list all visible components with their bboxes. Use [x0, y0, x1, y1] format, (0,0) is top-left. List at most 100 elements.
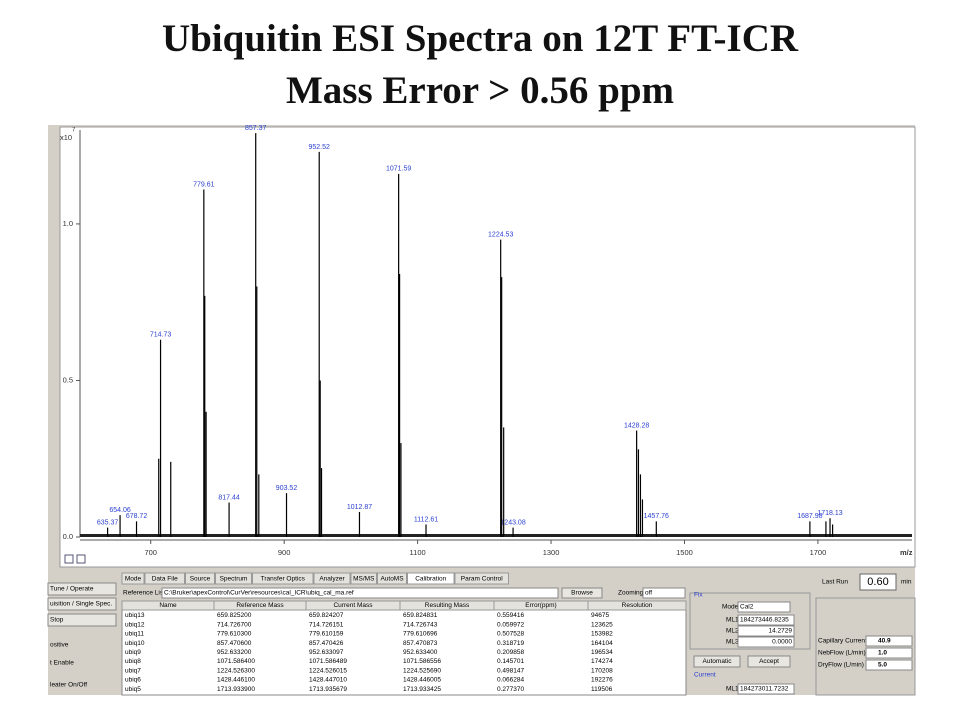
tab[interactable]	[454, 572, 509, 585]
table-cell: 1428.447010	[309, 677, 347, 684]
y-tick-label: 0.5	[63, 375, 73, 384]
peak-label: 857.37	[245, 125, 267, 132]
ml-value: 184273446.8235	[740, 617, 789, 624]
peak-label: 654.06	[109, 507, 131, 514]
x-tick-label: 1700	[810, 548, 827, 557]
table-cell: 119506	[591, 686, 613, 693]
table-body	[121, 609, 687, 696]
table-cell: 164104	[591, 640, 613, 647]
fix-group	[689, 592, 811, 650]
table-cell: 174274	[591, 658, 613, 665]
side-control: leater On/Off	[50, 682, 87, 689]
peak-label: 1112.61	[414, 516, 438, 523]
tab-label: Mode	[125, 576, 142, 583]
mode-label: Mode	[722, 604, 739, 611]
last-run-value: 0.60	[867, 576, 888, 588]
tab-label: Transfer Optics	[261, 576, 306, 583]
peak-label: 1457.76	[644, 513, 669, 520]
ml-label: ML2	[726, 628, 739, 635]
side-button-label: uisition / Single Spec.	[50, 601, 112, 608]
side-control: ositive	[50, 642, 69, 649]
tab[interactable]	[144, 572, 185, 585]
side-control: t Enable	[50, 660, 74, 667]
table-cell: 0.507528	[497, 631, 524, 638]
spectrum-panel	[59, 126, 916, 568]
last-run-unit: min	[901, 579, 912, 586]
tab[interactable]	[407, 572, 455, 585]
checkbox[interactable]	[64, 554, 74, 564]
side-button[interactable]	[47, 613, 117, 627]
ml-field	[737, 625, 795, 637]
table-cell: 196534	[591, 649, 613, 656]
param-value: 5.0	[878, 662, 887, 669]
table-cell: 857.470873	[403, 640, 438, 647]
peak-label: 1687.98	[797, 513, 822, 520]
table-cell: 153982	[591, 631, 613, 638]
table-cell: 1224.525690	[403, 667, 441, 674]
table-cell: ubiq6	[125, 677, 141, 684]
automatic-button[interactable]	[693, 655, 741, 668]
path-field[interactable]	[161, 587, 559, 599]
table-cell: 1071.586556	[403, 658, 441, 665]
tab[interactable]	[121, 572, 145, 585]
tab[interactable]	[252, 572, 314, 585]
peak-label: 779.61	[193, 181, 215, 188]
ml-value: 0.0000	[772, 639, 792, 646]
x-tick-label: 1100	[410, 548, 426, 557]
table-cell: ubiq10	[125, 640, 145, 647]
tab-label: Calibration	[415, 576, 446, 583]
tab[interactable]	[215, 572, 252, 585]
side-button[interactable]	[47, 597, 117, 611]
accept-button-label: Accept	[759, 658, 779, 665]
y-tick-label: 0.0	[63, 532, 73, 541]
peak-label: 1012.87	[347, 504, 372, 511]
tab[interactable]	[377, 572, 407, 585]
browse-button[interactable]	[561, 587, 603, 599]
peak-label: 1718.13	[817, 510, 842, 517]
table-cell: 952.633097	[309, 649, 344, 656]
ml-value: 14.2729	[769, 628, 793, 635]
table-cell: ubiq5	[125, 686, 141, 693]
peak-label: 678.72	[126, 513, 148, 520]
peak-label: 635.37	[97, 519, 119, 526]
table-cell: 1428.446005	[403, 677, 441, 684]
table-cell: 0.498147	[497, 667, 524, 674]
automatic-button-label: Automatic	[703, 658, 733, 665]
tab[interactable]	[185, 572, 215, 585]
table-cell: 659.824831	[403, 612, 438, 619]
peak-label: 1428.28	[624, 422, 649, 429]
title-line: Mass Error > 0.56 ppm	[286, 69, 674, 112]
tab-label: Source	[190, 576, 211, 583]
table-cell: 1713.933900	[217, 686, 255, 693]
ml-label: ML3	[726, 639, 739, 646]
peak-label: 1071.59	[386, 166, 411, 173]
param-field	[865, 635, 913, 647]
table-cell: 170208	[591, 667, 613, 674]
table-cell: 714.726743	[403, 621, 438, 628]
tab[interactable]	[313, 572, 351, 585]
mode-select[interactable]	[737, 601, 791, 613]
table-cell: 659.825200	[217, 612, 252, 619]
table-cell: 659.824207	[309, 612, 344, 619]
zoom-select[interactable]	[642, 587, 686, 599]
table-cell: ubiq11	[125, 631, 144, 638]
accept-button[interactable]	[747, 655, 791, 668]
table-cell: 1713.933425	[403, 686, 441, 693]
tab-label: Param Control	[461, 576, 503, 583]
checkbox[interactable]	[76, 554, 86, 564]
table-cell: 779.610159	[309, 631, 344, 638]
zooming-label: Zooming	[618, 590, 644, 597]
side-button[interactable]	[47, 582, 117, 596]
tab[interactable]	[350, 572, 377, 585]
peak-label: 952.52	[308, 144, 330, 151]
last-run-box	[859, 573, 897, 591]
param-value: 1.0	[878, 650, 887, 657]
table-header: Reference Mass	[236, 602, 284, 609]
table-cell: 1071.586489	[309, 658, 347, 665]
table-cell: 1428.446100	[217, 677, 255, 684]
peak-label: 1224.53	[488, 231, 513, 238]
table-header: Resolution	[622, 602, 653, 609]
browse-button-label: Browse	[571, 590, 593, 597]
table-cell: 123625	[591, 621, 613, 628]
